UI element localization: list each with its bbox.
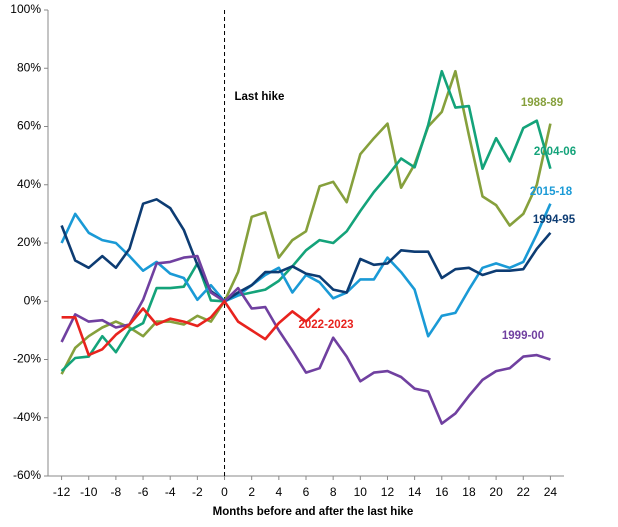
x-tick-label: 2 <box>248 485 255 499</box>
x-tick-label: 24 <box>544 485 558 499</box>
series-line <box>60 69 552 373</box>
series-line <box>60 69 552 375</box>
series-line <box>61 300 321 357</box>
x-tick-label: -12 <box>53 485 71 499</box>
x-tick-label: -8 <box>111 485 122 499</box>
x-tick-label: -6 <box>138 485 149 499</box>
y-tick-label: -40% <box>13 410 41 424</box>
series-label: 1988-89 <box>521 97 563 109</box>
x-tick-label: 16 <box>435 485 449 499</box>
x-tick-label: 12 <box>381 485 395 499</box>
x-tick-label: 20 <box>489 485 503 499</box>
x-tick-label: 10 <box>354 485 368 499</box>
series-label: 1999-00 <box>502 330 544 342</box>
x-tick-label: 14 <box>408 485 422 499</box>
x-tick-label: 8 <box>330 485 337 499</box>
y-tick-label: -20% <box>13 352 41 366</box>
y-tick-label: 80% <box>17 60 41 74</box>
x-tick-label: 22 <box>517 485 531 499</box>
y-tick-label: -60% <box>13 468 41 482</box>
x-tick-label: 6 <box>303 485 310 499</box>
series-label: 1994-95 <box>533 214 576 226</box>
series-label: 2015-18 <box>530 186 573 198</box>
series-line <box>60 198 552 303</box>
series-label: 2004-06 <box>534 146 576 158</box>
y-tick-label: 60% <box>17 119 41 133</box>
y-tick-label: 40% <box>17 177 41 191</box>
series-line <box>60 254 551 425</box>
x-tick-label: -4 <box>165 485 176 499</box>
x-tick-label: -2 <box>192 485 203 499</box>
x-tick-label: 18 <box>462 485 476 499</box>
x-axis-label: Months before and after the last hike <box>213 506 414 518</box>
annotation-text: Last hike <box>235 91 285 103</box>
y-tick-label: 100% <box>10 2 41 16</box>
y-tick-label: 0% <box>24 293 42 307</box>
series-line <box>60 203 552 338</box>
x-tick-label: -10 <box>80 485 98 499</box>
y-tick-label: 20% <box>17 235 41 249</box>
x-tick-label: 0 <box>221 485 228 499</box>
series-label: 2022-2023 <box>299 319 354 331</box>
x-tick-label: 4 <box>275 485 282 499</box>
